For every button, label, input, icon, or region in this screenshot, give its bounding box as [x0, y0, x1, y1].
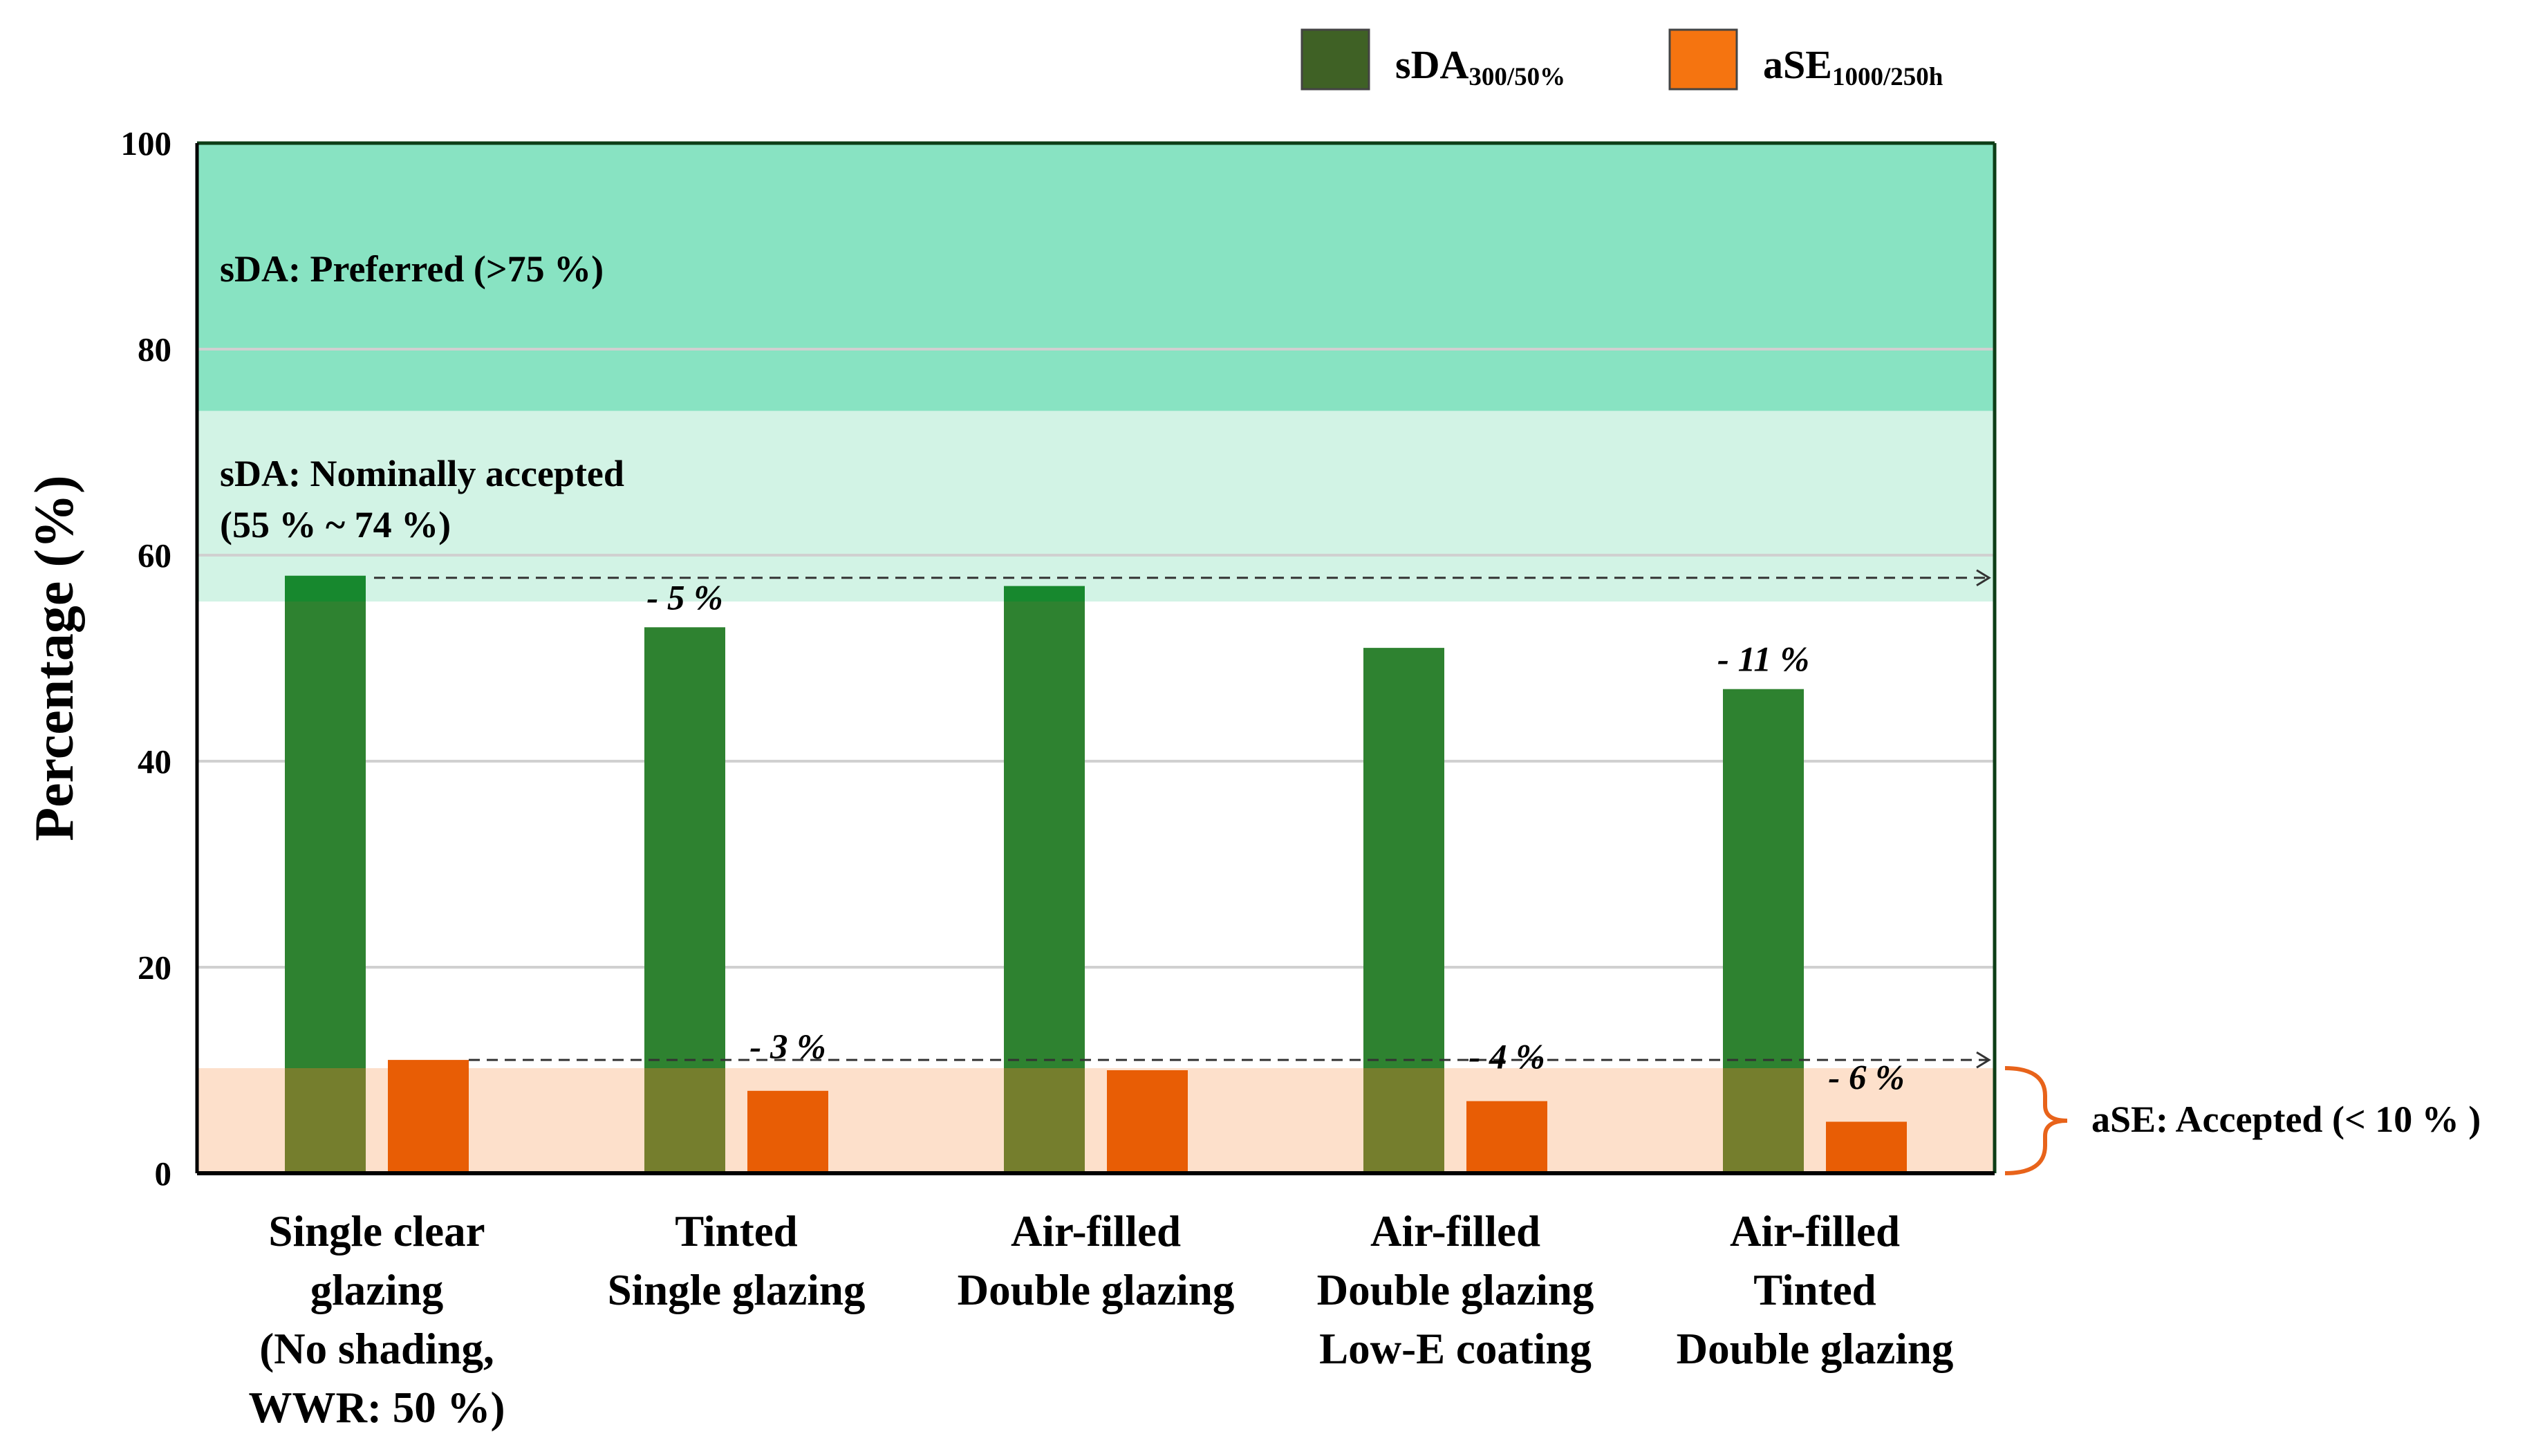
category-label-2-0: Air-filled	[1011, 1207, 1181, 1256]
bar-ase-0	[388, 1060, 469, 1173]
category-label-3-2: Low-E coating	[1319, 1325, 1592, 1373]
y-tick-label-3: 60	[138, 536, 171, 575]
bar-sda-0	[285, 575, 366, 1173]
reference-arrow-0	[1976, 569, 1991, 587]
legend-swatch-ase	[1668, 28, 1738, 91]
y-tick-label-0: 0	[155, 1155, 172, 1193]
y-tick-label-1: 20	[138, 949, 171, 987]
legend-label-ase: aSE1000/250h	[1763, 42, 1943, 91]
bar-ase-3	[1466, 1101, 1547, 1173]
band-label-preferred: sDA: Preferred (>75 %)	[220, 248, 604, 290]
annotation-1: - 11 %	[1717, 641, 1809, 680]
bar-overlay-low-1	[644, 1068, 725, 1173]
bar-sda-1	[644, 627, 725, 1173]
category-label-0-3: WWR: 50 %)	[249, 1383, 505, 1432]
category-label-1-0: Tinted	[675, 1207, 797, 1256]
band-1	[197, 411, 1995, 602]
category-label-3-1: Double glazing	[1317, 1266, 1594, 1314]
bar-overlay-low-0	[285, 1068, 366, 1173]
y-axis-label: Percentage (%)	[24, 475, 85, 841]
bar-overlay-nominal-0	[285, 575, 366, 602]
y-tick-label-2: 40	[138, 743, 171, 781]
bar-ase-4	[1826, 1121, 1907, 1173]
bar-overlay-nominal-2	[1004, 586, 1085, 602]
bar-sda-2	[1004, 586, 1085, 1173]
annotation-0: - 5 %	[646, 579, 722, 617]
reference-arrow-1	[1976, 1051, 1991, 1069]
category-label-3-0: Air-filled	[1370, 1207, 1540, 1256]
bar-sda-4	[1723, 689, 1804, 1173]
band-2	[197, 1068, 1995, 1173]
bar-ase-1	[747, 1090, 828, 1173]
band-label-nominal-0: sDA: Nominally accepted	[220, 453, 624, 494]
legend-label-sda: sDA300/50%	[1395, 42, 1565, 91]
category-label-4-2: Double glazing	[1677, 1325, 1954, 1373]
annotation-3: - 4 %	[1468, 1038, 1545, 1077]
bar-sda-3	[1363, 648, 1444, 1173]
band-0	[197, 143, 1995, 411]
y-tick-label-5: 100	[121, 124, 172, 162]
bar-overlay-low-3	[1363, 1068, 1444, 1173]
bar-ase-2	[1107, 1070, 1188, 1173]
category-label-2-1: Double glazing	[958, 1266, 1235, 1314]
annotation-2: - 3 %	[749, 1028, 826, 1067]
category-label-0-0: Single clear	[268, 1207, 485, 1256]
ase-bracket	[2004, 1066, 2068, 1175]
category-label-4-0: Air-filled	[1730, 1207, 1900, 1256]
category-label-0-1: glazing	[310, 1266, 444, 1314]
band-label-ase-accepted: aSE: Accepted (< 10 % )	[2091, 1099, 2481, 1140]
annotation-4: - 6 %	[1828, 1059, 1904, 1098]
category-label-0-2: (No shading,	[259, 1325, 494, 1373]
category-label-4-1: Tinted	[1753, 1266, 1876, 1314]
category-label-1-1: Single glazing	[608, 1266, 866, 1314]
band-label-nominal-1: (55 % ~ 74 %)	[220, 504, 451, 545]
y-tick-label-4: 80	[138, 330, 171, 368]
bar-overlay-low-4	[1723, 1068, 1804, 1173]
bar-overlay-low-2	[1004, 1068, 1085, 1173]
legend-swatch-sda	[1300, 28, 1370, 91]
